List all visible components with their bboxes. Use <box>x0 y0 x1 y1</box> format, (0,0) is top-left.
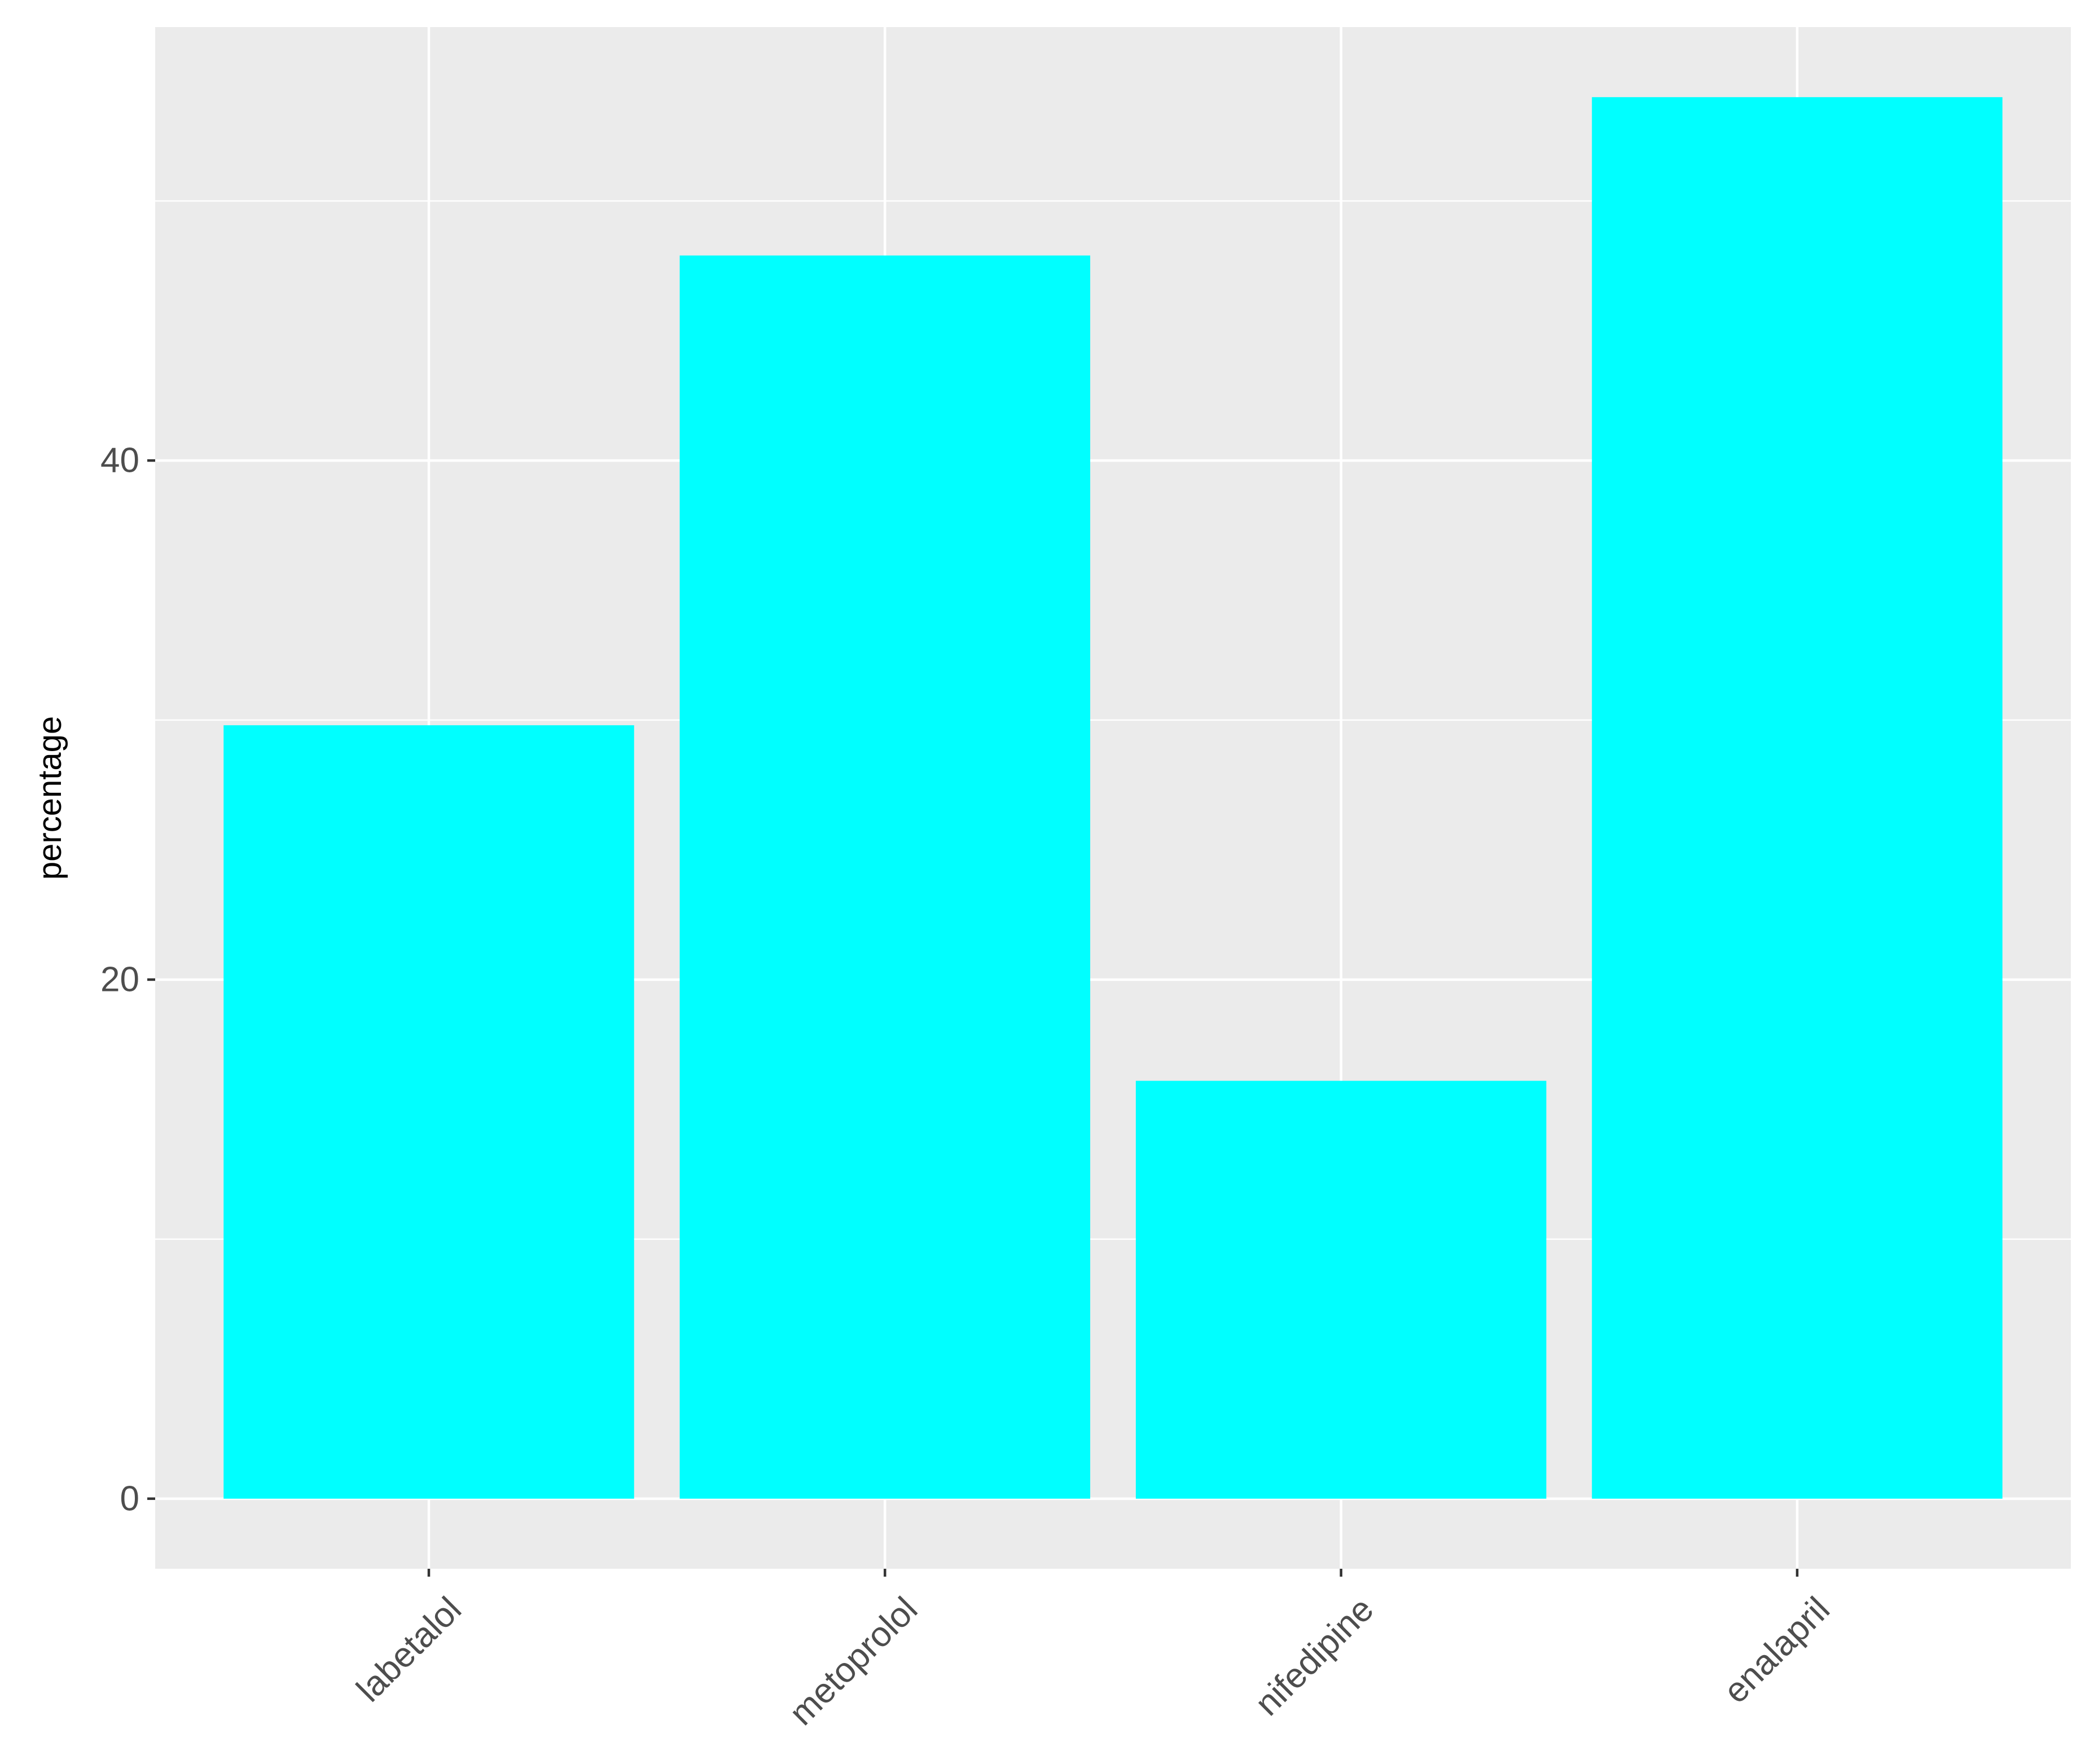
bars <box>223 97 2003 1499</box>
x-tick-label: labetalol <box>349 1590 469 1709</box>
bar-labetalol <box>223 725 634 1499</box>
x-tick-label: enalapril <box>1716 1590 1837 1711</box>
y-axis-title: percentage <box>32 716 68 880</box>
x-tick-label: nifedipine <box>1248 1590 1381 1723</box>
y-axis: 0 20 40 <box>100 441 155 1518</box>
bar-enalapril <box>1592 97 2003 1499</box>
x-axis: labetalol metoprolol nifedipine enalapril <box>349 1569 1837 1733</box>
bar-metoprolol <box>679 255 1091 1499</box>
y-tick-label: 40 <box>100 441 139 480</box>
x-tick-label: metoprolol <box>782 1590 925 1732</box>
y-tick-label: 0 <box>120 1479 139 1518</box>
y-tick-label: 20 <box>100 960 139 999</box>
bar-nifedipine <box>1135 1081 1547 1499</box>
